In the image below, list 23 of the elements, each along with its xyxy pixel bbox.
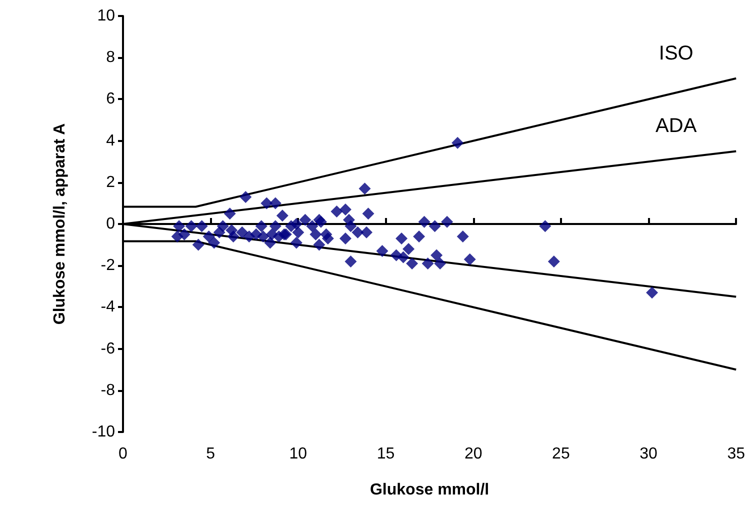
y-tick-label: -8	[100, 382, 116, 399]
y-tick-label: 4	[106, 132, 116, 150]
x-tick-label: 0	[118, 446, 128, 462]
y-tick-label: 0	[106, 216, 116, 232]
x-tick-label: 5	[206, 446, 216, 462]
x-tick-label: 20	[464, 446, 482, 462]
x-axis-title: Glukose mmol/l	[370, 482, 490, 498]
x-tick-label: 30	[640, 446, 658, 462]
y-tick-label: -4	[100, 298, 116, 316]
y-tick-label: -10	[92, 424, 116, 440]
x-tick-label: 35	[727, 446, 746, 462]
y-axis-title: Glukose mmol/l, apparat A	[52, 122, 68, 325]
y-tick-label: 6	[106, 90, 116, 108]
y-tick-label: 2	[106, 174, 116, 191]
y-tick-label: -6	[100, 340, 116, 358]
y-tick-label: 10	[97, 8, 116, 24]
y-tick-label: -2	[100, 257, 116, 274]
x-tick-label: 10	[289, 446, 308, 462]
y-tick-label: 8	[106, 49, 116, 66]
x-tick-label: 15	[376, 446, 395, 462]
series-label: ISO	[658, 42, 694, 64]
x-tick-label: 25	[552, 446, 570, 462]
series-label: ADA	[656, 115, 698, 138]
